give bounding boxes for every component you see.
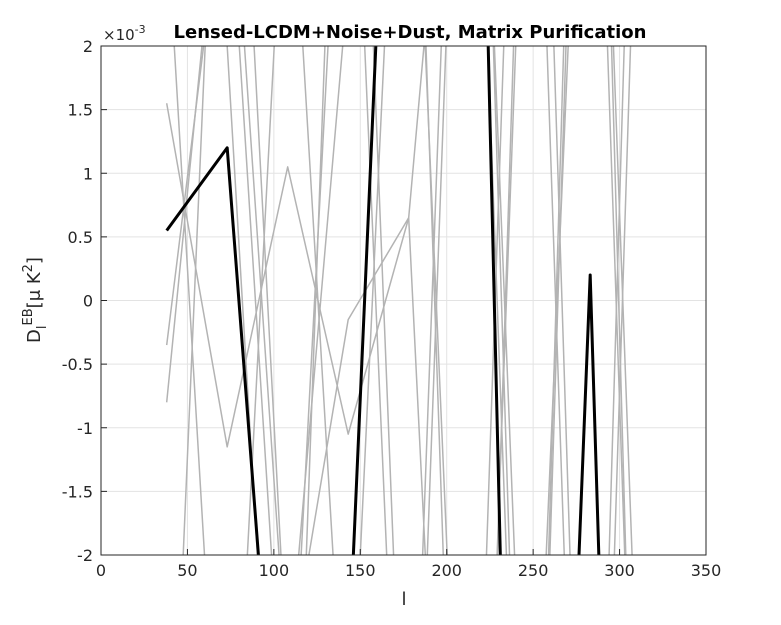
y-tick-label: 2 — [83, 37, 93, 56]
y-multiplier-base: ×10 — [103, 26, 135, 44]
series-group — [165, 46, 633, 555]
series-line — [182, 46, 632, 555]
x-tick-label: 350 — [691, 561, 722, 580]
y-multiplier-exponent: -3 — [135, 23, 146, 36]
x-tick-label: 50 — [177, 561, 197, 580]
x-tick-label: 300 — [604, 561, 635, 580]
ticks: 0 50 100 150 200 250 300 350 -2 -1.5 -1 -0.5 0 0.5 1 1.… — [62, 37, 721, 580]
series-line — [165, 46, 626, 555]
x-tick-label: 200 — [431, 561, 462, 580]
y-axis-label: DlEB[μ K2] — [21, 257, 50, 343]
y-label-unit-close: ] — [24, 257, 45, 264]
chart-title: Lensed-LCDM+Noise+Dust, Matrix Purificat… — [174, 22, 647, 43]
series-line — [165, 46, 601, 555]
series-line — [165, 46, 625, 555]
y-tick-label: -1 — [77, 419, 93, 438]
x-tick-label: 100 — [259, 561, 290, 580]
y-multiplier: ×10-3 — [103, 23, 146, 44]
y-label-unit-power: 2 — [21, 264, 36, 272]
y-label-superscript: EB — [21, 308, 36, 325]
series-line — [226, 46, 565, 555]
x-axis-label: l — [401, 589, 406, 610]
y-tick-label: -0.5 — [62, 355, 93, 374]
y-tick-label: 0 — [83, 292, 93, 311]
x-tick-label: 150 — [345, 561, 376, 580]
y-label-symbol: D — [24, 329, 45, 343]
y-tick-label: -2 — [77, 546, 93, 565]
y-tick-label: 1.5 — [68, 101, 93, 120]
y-label-subscript: l — [35, 325, 50, 329]
x-tick-label: 250 — [518, 561, 549, 580]
x-tick-label: 0 — [96, 561, 106, 580]
y-tick-label: 1 — [83, 164, 93, 183]
y-tick-label: 0.5 — [68, 228, 93, 247]
y-label-unit-open: [μ K — [24, 271, 45, 308]
y-tick-label: -1.5 — [62, 482, 93, 501]
